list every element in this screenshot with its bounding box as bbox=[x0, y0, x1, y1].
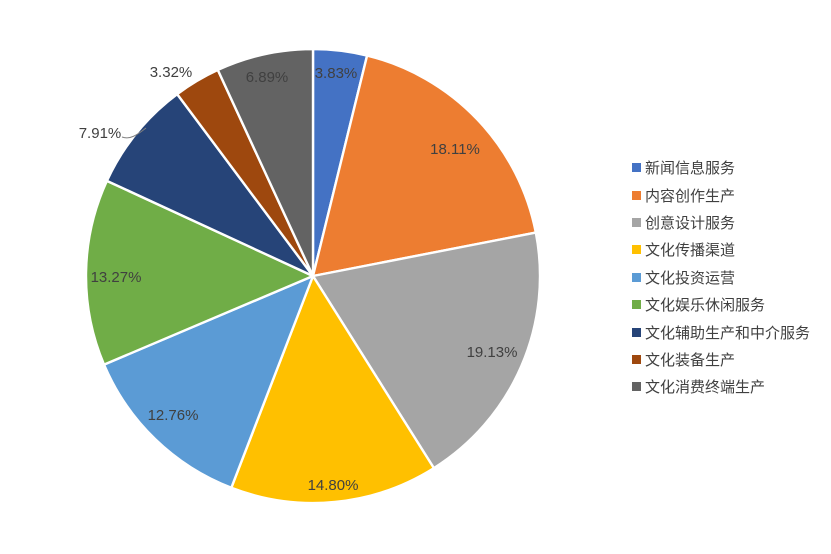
legend-item: 内容创作生产 bbox=[632, 181, 810, 208]
pie-slice-4 bbox=[102, 274, 315, 489]
legend-item: 文化传播渠道 bbox=[632, 236, 810, 263]
legend-label: 新闻信息服务 bbox=[645, 160, 736, 178]
legend-swatch bbox=[632, 163, 641, 173]
legend-label: 文化装备生产 bbox=[645, 351, 736, 369]
pie-slice-5 bbox=[84, 179, 315, 366]
legend-swatch bbox=[632, 382, 641, 392]
slice-label-8: 6.89% bbox=[246, 69, 289, 86]
legend-swatch bbox=[632, 300, 641, 310]
label-leader-line bbox=[121, 127, 147, 139]
pie-slice-1 bbox=[311, 54, 538, 278]
legend-label: 文化辅助生产和中介服务 bbox=[645, 324, 811, 342]
legend-item: 文化消费终端生产 bbox=[632, 373, 810, 400]
legend-label: 文化娱乐休闲服务 bbox=[645, 297, 766, 315]
slice-label-6: 7.91% bbox=[79, 125, 122, 142]
legend-label: 文化消费终端生产 bbox=[645, 379, 766, 397]
legend-swatch bbox=[632, 327, 641, 337]
legend-item: 新闻信息服务 bbox=[632, 154, 810, 181]
legend-swatch bbox=[632, 354, 641, 364]
legend-swatch bbox=[632, 217, 641, 227]
legend-label: 文化投资运营 bbox=[645, 269, 736, 287]
pie-slice-6 bbox=[105, 92, 315, 278]
legend-item: 创意设计服务 bbox=[632, 209, 810, 236]
pie-slice-3 bbox=[230, 274, 436, 505]
slice-label-0: 3.83% bbox=[315, 65, 358, 82]
legend-label: 内容创作生产 bbox=[645, 187, 736, 205]
pie-slice-2 bbox=[311, 231, 542, 470]
slice-label-2: 19.13% bbox=[467, 344, 518, 361]
legend-item: 文化辅助生产和中介服务 bbox=[632, 318, 810, 345]
legend-item: 文化投资运营 bbox=[632, 264, 810, 291]
slice-label-1: 18.11% bbox=[430, 141, 480, 158]
slice-label-4: 12.76% bbox=[148, 407, 199, 424]
legend-label: 创意设计服务 bbox=[645, 214, 736, 232]
legend-item: 文化装备生产 bbox=[632, 346, 810, 373]
pie-slice-8 bbox=[216, 47, 315, 278]
slice-label-7: 3.32% bbox=[150, 64, 193, 81]
slice-label-3: 14.80% bbox=[308, 477, 359, 494]
legend-swatch bbox=[632, 245, 641, 255]
legend-label: 文化传播渠道 bbox=[645, 242, 736, 260]
legend: 新闻信息服务 内容创作生产 创意设计服务 文化传播渠道 文化投资运营 文化娱乐休闲服务 文化… bbox=[632, 154, 810, 401]
legend-swatch bbox=[632, 272, 641, 282]
legend-swatch bbox=[632, 190, 641, 200]
legend-item: 文化娱乐休闲服务 bbox=[632, 291, 810, 318]
slice-label-5: 13.27% bbox=[91, 269, 142, 286]
